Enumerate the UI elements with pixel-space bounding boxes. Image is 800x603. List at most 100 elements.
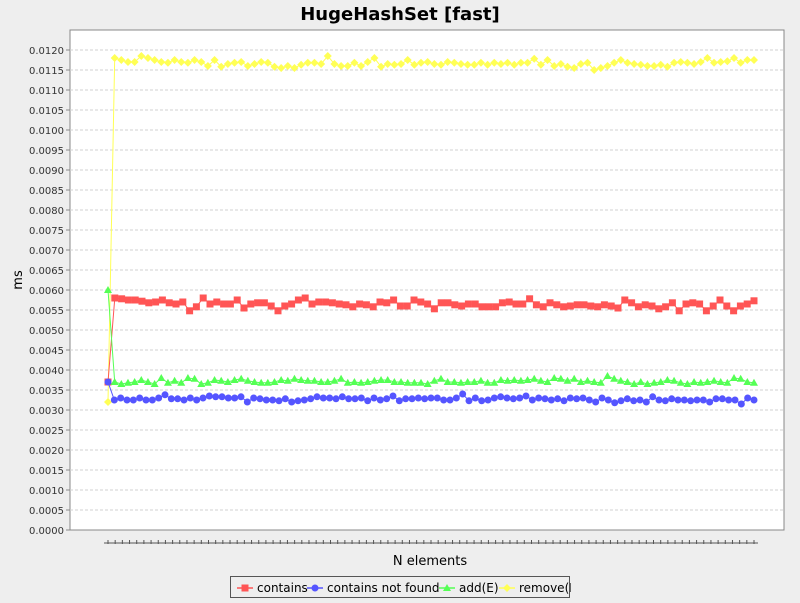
data-point-contains-not-found	[370, 394, 378, 402]
data-point-add-e	[536, 376, 545, 384]
data-point-contains-not-found	[383, 395, 391, 403]
data-point-add-e	[257, 378, 266, 386]
legend-label: contains	[257, 581, 308, 595]
data-point-add-e	[383, 376, 392, 383]
data-point-remove-e	[503, 58, 512, 67]
data-point-contains	[145, 299, 153, 307]
data-point-remove-e	[670, 58, 679, 67]
data-point-remove-e	[397, 60, 406, 68]
data-point-remove-e	[183, 58, 192, 67]
data-point-add-e	[397, 378, 406, 385]
data-point-contains	[192, 303, 200, 311]
data-point-contains-not-found	[737, 400, 745, 408]
data-point-contains	[553, 301, 561, 309]
data-point-remove-e	[263, 58, 272, 67]
data-point-remove-e	[363, 58, 372, 66]
data-point-remove-e	[603, 62, 612, 70]
y-tick-label: 0.0075	[29, 226, 64, 237]
data-point-contains	[281, 302, 289, 310]
data-point-add-e	[217, 376, 226, 384]
data-point-contains-not-found	[497, 393, 505, 401]
legend-marker-remove-e	[503, 584, 511, 592]
data-point-contains-not-found	[661, 397, 669, 405]
data-point-contains	[696, 300, 704, 308]
data-point-contains-not-found	[319, 394, 327, 402]
data-point-contains-not-found	[326, 394, 334, 402]
data-point-contains	[206, 300, 214, 308]
data-point-remove-e	[656, 60, 665, 69]
data-point-contains-not-found	[535, 394, 543, 402]
data-point-add-e	[303, 376, 312, 384]
data-point-contains	[424, 300, 432, 308]
data-point-contains-not-found	[231, 394, 239, 402]
data-point-contains-not-found	[351, 395, 359, 403]
data-point-contains-not-found	[275, 397, 283, 405]
data-point-remove-e	[683, 58, 692, 67]
data-point-add-e	[503, 376, 512, 384]
data-point-remove-e	[716, 58, 725, 66]
data-point-contains	[743, 300, 751, 308]
data-point-add-e	[423, 380, 432, 387]
data-point-add-e	[496, 376, 505, 383]
data-point-contains	[485, 303, 493, 311]
data-point-add-e	[350, 378, 359, 385]
data-point-contains-not-found	[395, 397, 403, 405]
data-point-remove-e	[510, 60, 519, 69]
data-point-add-e	[403, 378, 412, 386]
data-point-add-e	[117, 380, 126, 387]
data-point-remove-e	[237, 58, 246, 66]
data-point-add-e	[590, 378, 599, 385]
data-point-contains-not-found	[161, 391, 169, 399]
data-point-contains	[390, 296, 398, 304]
data-point-remove-e	[730, 54, 739, 62]
data-point-add-e	[510, 376, 519, 383]
data-point-contains-not-found	[212, 393, 220, 401]
legend-marker-contains-not-found	[311, 584, 319, 592]
data-point-remove-e	[390, 60, 399, 69]
data-point-contains-not-found	[364, 397, 372, 405]
data-point-contains	[383, 299, 391, 307]
data-point-contains	[478, 303, 486, 311]
data-point-contains-not-found	[110, 396, 118, 404]
data-point-remove-e	[157, 58, 166, 66]
y-tick-label: 0.0020	[29, 446, 64, 457]
data-point-remove-e	[616, 56, 625, 64]
series-remove-e	[104, 52, 758, 406]
data-point-add-e	[630, 380, 639, 387]
data-point-remove-e	[197, 58, 206, 66]
data-point-add-e	[390, 378, 399, 385]
data-point-contains-not-found	[243, 398, 251, 406]
data-point-contains	[403, 302, 411, 310]
data-point-contains-not-found	[693, 396, 701, 404]
legend-item-add-e: add(E)	[439, 581, 499, 595]
data-point-contains	[594, 303, 602, 311]
data-point-add-e	[616, 376, 625, 384]
data-point-add-e	[750, 378, 758, 386]
data-point-contains-not-found	[573, 395, 581, 403]
data-point-add-e	[337, 374, 346, 382]
data-point-contains-not-found	[345, 395, 353, 403]
y-tick-label: 0.0080	[29, 206, 64, 217]
data-point-contains	[226, 300, 234, 308]
data-point-add-e	[543, 378, 552, 385]
data-point-remove-e	[217, 62, 226, 71]
data-point-contains	[322, 298, 330, 306]
legend-item-remove-e: remove(E)	[499, 581, 582, 595]
data-point-add-e	[656, 378, 665, 385]
data-point-contains-not-found	[712, 395, 720, 403]
data-point-contains	[539, 303, 547, 311]
data-point-contains	[730, 307, 738, 315]
legend-label: remove(E)	[519, 581, 571, 595]
data-point-remove-e	[223, 60, 232, 68]
data-point-contains	[532, 301, 540, 309]
data-point-add-e	[490, 378, 499, 386]
data-point-add-e	[523, 376, 532, 383]
data-point-contains	[288, 300, 296, 308]
data-point-contains	[668, 299, 676, 307]
data-point-contains-not-found	[554, 395, 562, 403]
data-point-add-e	[556, 374, 565, 382]
data-point-contains-not-found	[725, 396, 733, 404]
data-point-remove-e	[210, 56, 219, 64]
